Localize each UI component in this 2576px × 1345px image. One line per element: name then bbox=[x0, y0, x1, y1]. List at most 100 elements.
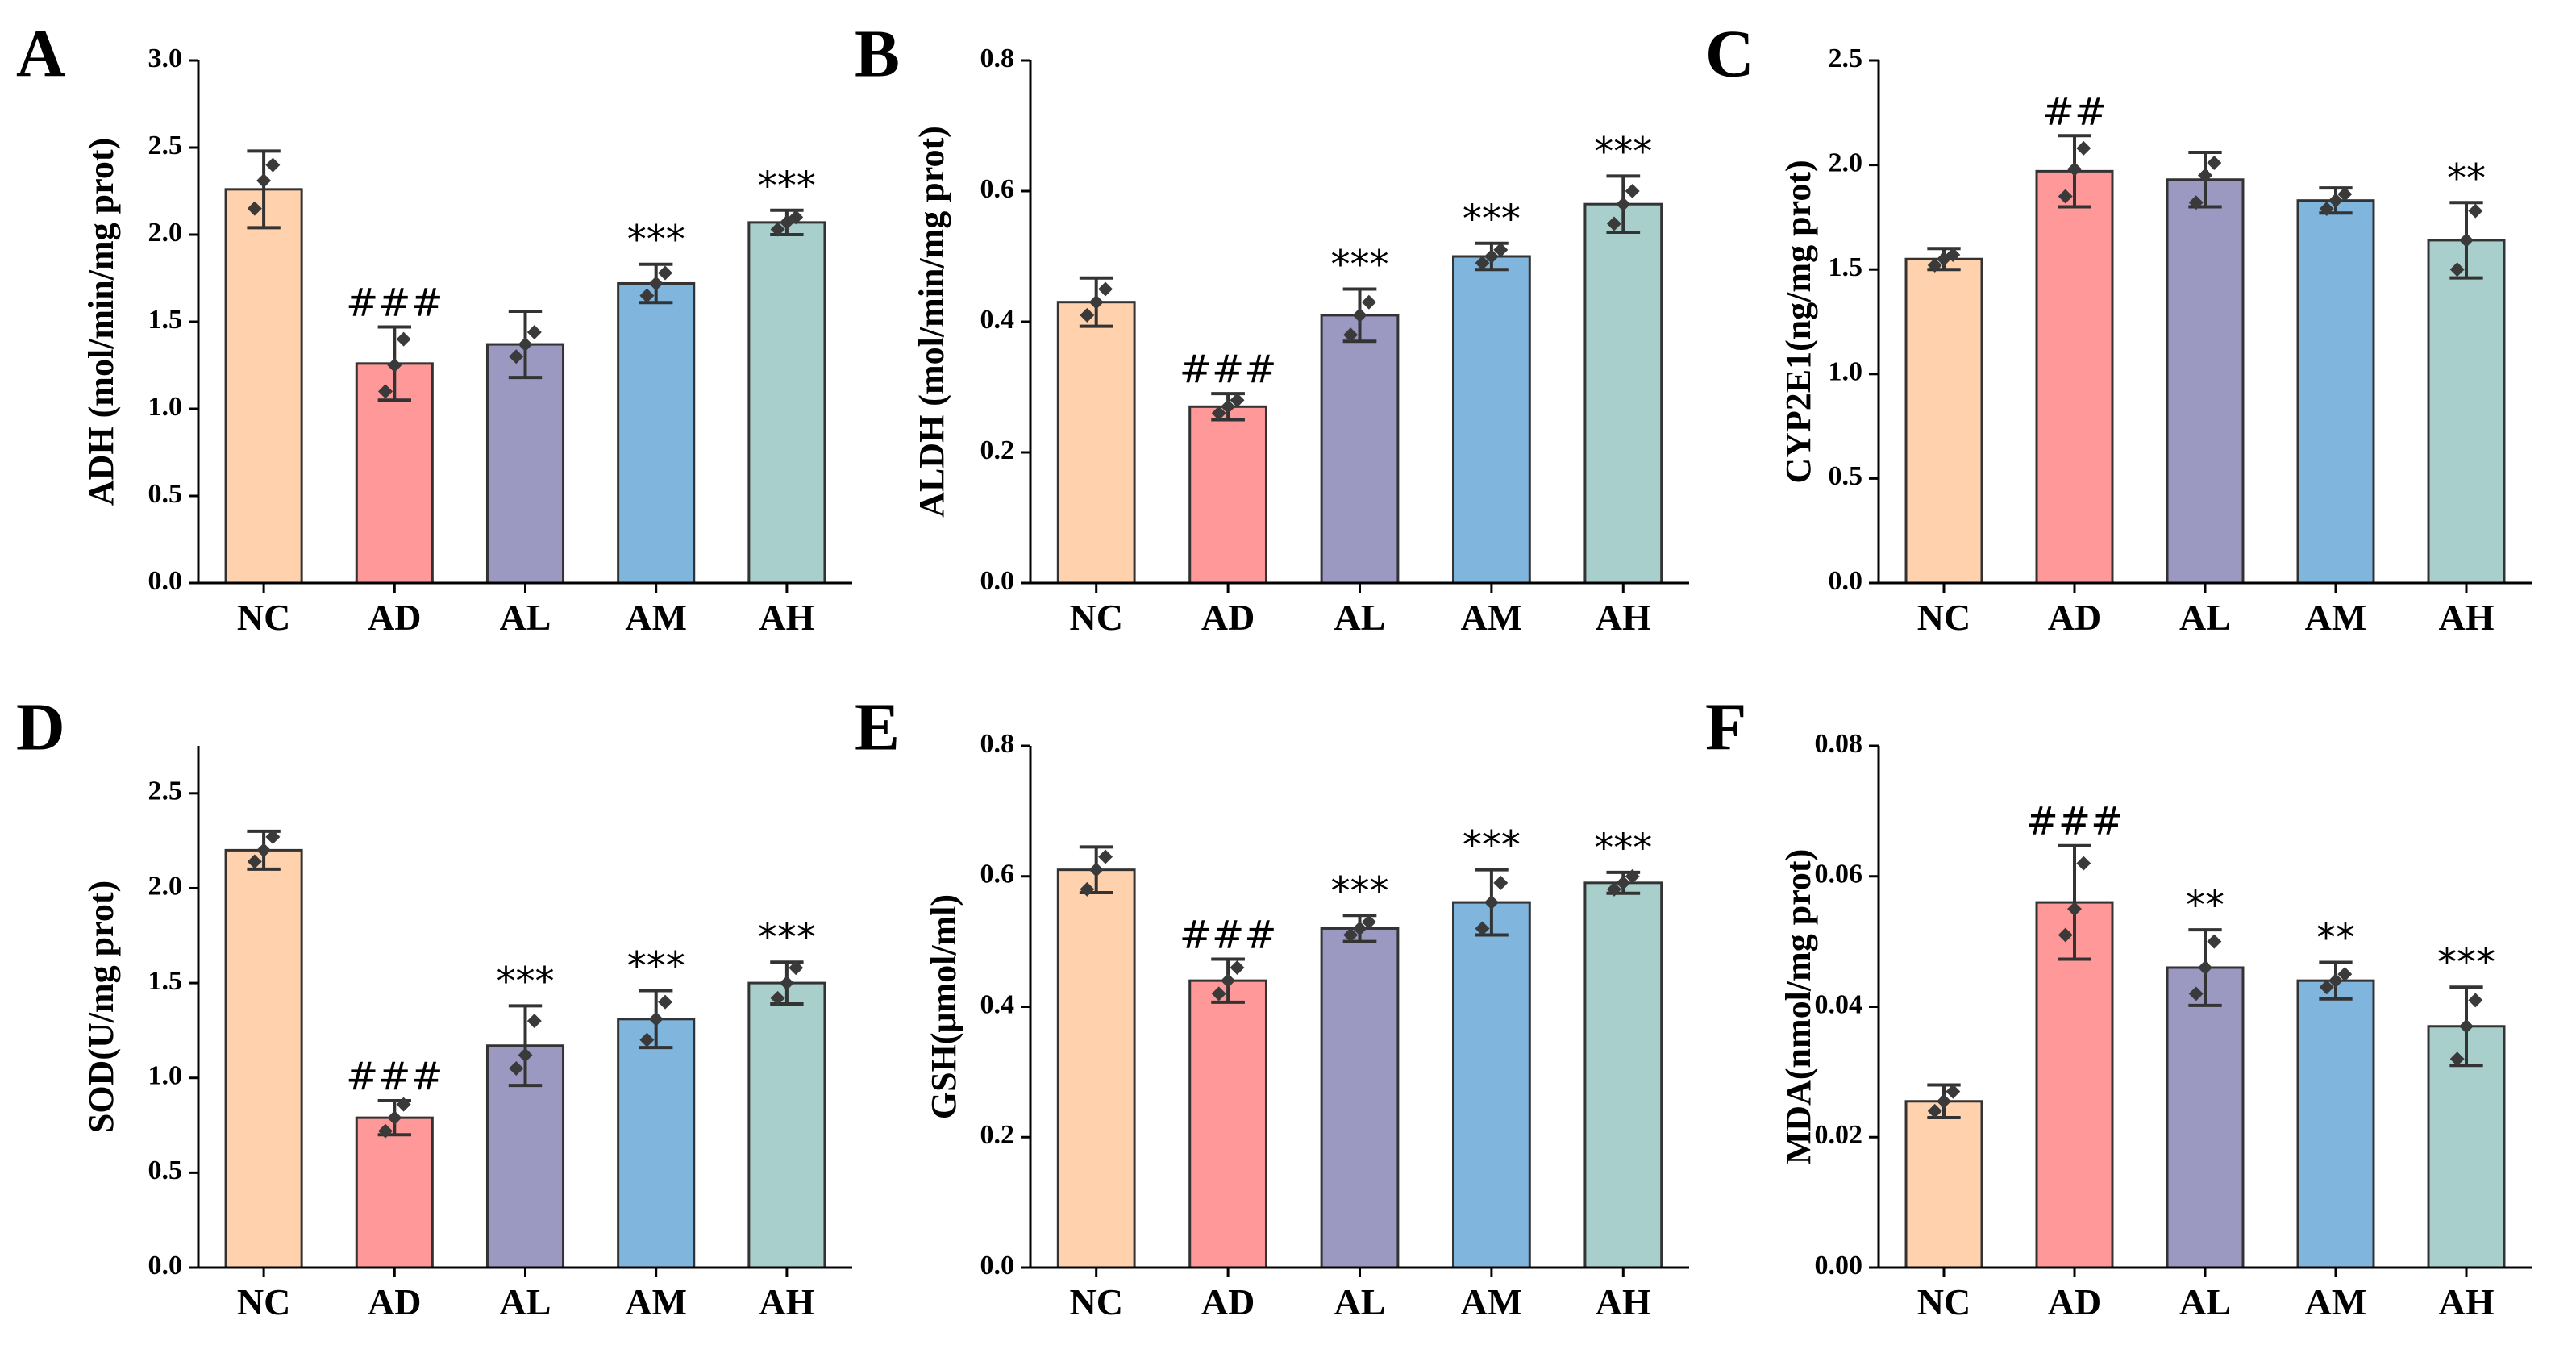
data-point bbox=[1211, 406, 1226, 421]
data-point bbox=[648, 276, 664, 291]
x-tick-label: AL bbox=[2179, 1281, 2231, 1322]
data-point bbox=[518, 337, 533, 352]
y-tick-label: 0.6 bbox=[980, 174, 1015, 204]
y-tick-label: 0.4 bbox=[980, 989, 1015, 1019]
data-point bbox=[2198, 168, 2212, 183]
data-point bbox=[378, 384, 393, 399]
data-point bbox=[1493, 242, 1509, 257]
data-point bbox=[256, 843, 272, 858]
significance-ad: ### bbox=[1180, 347, 1277, 392]
significance-am: ** bbox=[2316, 916, 2355, 961]
significance-ad: ### bbox=[2026, 799, 2124, 844]
data-point bbox=[1088, 294, 1104, 310]
data-point bbox=[779, 976, 794, 991]
data-point bbox=[657, 994, 672, 1010]
significance-am: *** bbox=[1463, 197, 1521, 242]
data-point bbox=[1098, 849, 1113, 864]
data-point bbox=[396, 1097, 411, 1112]
significance-ah: *** bbox=[2437, 940, 2495, 985]
panel-letter: A bbox=[16, 16, 65, 91]
data-point bbox=[1475, 256, 1490, 271]
y-tick-label: 2.5 bbox=[1829, 44, 1863, 73]
data-point bbox=[1927, 1103, 1942, 1118]
significance-am: *** bbox=[627, 944, 685, 989]
data-point bbox=[2459, 1018, 2474, 1034]
data-point bbox=[1343, 927, 1359, 943]
data-point bbox=[378, 1123, 393, 1139]
y-tick-label: 1.5 bbox=[148, 305, 183, 335]
data-point bbox=[2319, 980, 2334, 995]
data-point bbox=[396, 331, 411, 347]
data-point bbox=[2337, 967, 2353, 982]
data-point bbox=[387, 358, 402, 373]
bar-al bbox=[2166, 966, 2245, 1269]
data-point bbox=[1606, 216, 1621, 231]
significance-am: *** bbox=[627, 218, 685, 263]
data-point bbox=[1946, 248, 1961, 263]
x-tick-label: AH bbox=[1596, 1281, 1651, 1322]
x-tick-label: NC bbox=[1069, 597, 1122, 638]
data-point bbox=[1230, 960, 1245, 975]
x-tick-label: NC bbox=[1917, 1281, 1970, 1322]
data-point bbox=[1352, 921, 1367, 936]
y-axis-label: SOD(U/mg prot) bbox=[81, 881, 121, 1133]
bar-am bbox=[1452, 901, 1531, 1269]
data-point bbox=[247, 854, 262, 869]
panel-e: E GSH(μmol/ml) NC ### AD *** AL *** AM *** AH 0.0 0.… bbox=[855, 689, 1689, 1322]
y-tick-label: 0.0 bbox=[1829, 566, 1863, 596]
data-point bbox=[2067, 902, 2082, 917]
data-point bbox=[770, 222, 785, 237]
bar-al bbox=[1320, 927, 1400, 1269]
y-axis-label: GSH(μmol/ml) bbox=[924, 894, 963, 1119]
bar-nc bbox=[224, 848, 303, 1269]
data-point bbox=[2328, 193, 2343, 208]
data-point bbox=[387, 1110, 402, 1126]
data-point bbox=[1606, 881, 1621, 897]
bar-am bbox=[2296, 199, 2375, 585]
bar-ah bbox=[1583, 881, 1663, 1269]
data-point bbox=[1221, 973, 1236, 989]
data-point bbox=[1937, 1093, 1951, 1109]
data-point bbox=[526, 1014, 542, 1029]
data-point bbox=[1625, 184, 1640, 198]
x-tick-label: NC bbox=[1917, 597, 1970, 638]
x-tick-label: AH bbox=[759, 597, 814, 638]
x-tick-label: AL bbox=[1334, 1281, 1386, 1322]
panel-letter: B bbox=[855, 16, 900, 91]
y-tick-label: 0.5 bbox=[148, 479, 183, 509]
data-point bbox=[1475, 921, 1490, 936]
panel-letter: F bbox=[1705, 689, 1746, 764]
y-tick-label: 0.6 bbox=[980, 860, 1015, 889]
data-point bbox=[1927, 258, 1942, 273]
y-tick-label: 0.06 bbox=[1815, 860, 1863, 889]
data-point bbox=[1616, 197, 1631, 212]
y-axis-label: ALDH (mol/min/mg prot) bbox=[912, 126, 951, 518]
y-tick-label: 0.0 bbox=[980, 1251, 1015, 1280]
bar-ah bbox=[747, 981, 826, 1269]
significance-ad: ### bbox=[346, 280, 443, 325]
data-point bbox=[789, 210, 804, 225]
y-tick-label: 2.5 bbox=[148, 131, 183, 160]
y-tick-label: 3.0 bbox=[148, 44, 183, 73]
data-point bbox=[2207, 156, 2222, 171]
y-tick-label: 1.5 bbox=[148, 966, 183, 996]
bar-nc bbox=[1056, 868, 1136, 1269]
x-tick-label: AL bbox=[2179, 597, 2231, 638]
significance-ah: ** bbox=[2447, 156, 2486, 201]
bar-ah bbox=[747, 221, 826, 585]
significance-al: *** bbox=[1331, 868, 1389, 914]
x-tick-label: NC bbox=[237, 597, 290, 638]
x-tick-label: NC bbox=[1069, 1281, 1122, 1322]
x-tick-label: AH bbox=[759, 1281, 814, 1322]
bar-ah bbox=[2427, 239, 2506, 585]
panel-f: F MDA(nmol/mg prot) NC ### AD ** AL ** AM *** AH 0.… bbox=[1705, 689, 2532, 1322]
x-tick-label: AD bbox=[1201, 1281, 1255, 1322]
error-bar-nc bbox=[247, 149, 281, 230]
y-tick-label: 0.00 bbox=[1815, 1251, 1863, 1280]
x-tick-label: AM bbox=[625, 597, 687, 638]
data-point bbox=[256, 173, 272, 189]
y-tick-label: 0.02 bbox=[1815, 1120, 1863, 1150]
panel-letter: E bbox=[855, 689, 900, 764]
data-point bbox=[1352, 307, 1367, 323]
x-tick-label: AL bbox=[500, 597, 551, 638]
